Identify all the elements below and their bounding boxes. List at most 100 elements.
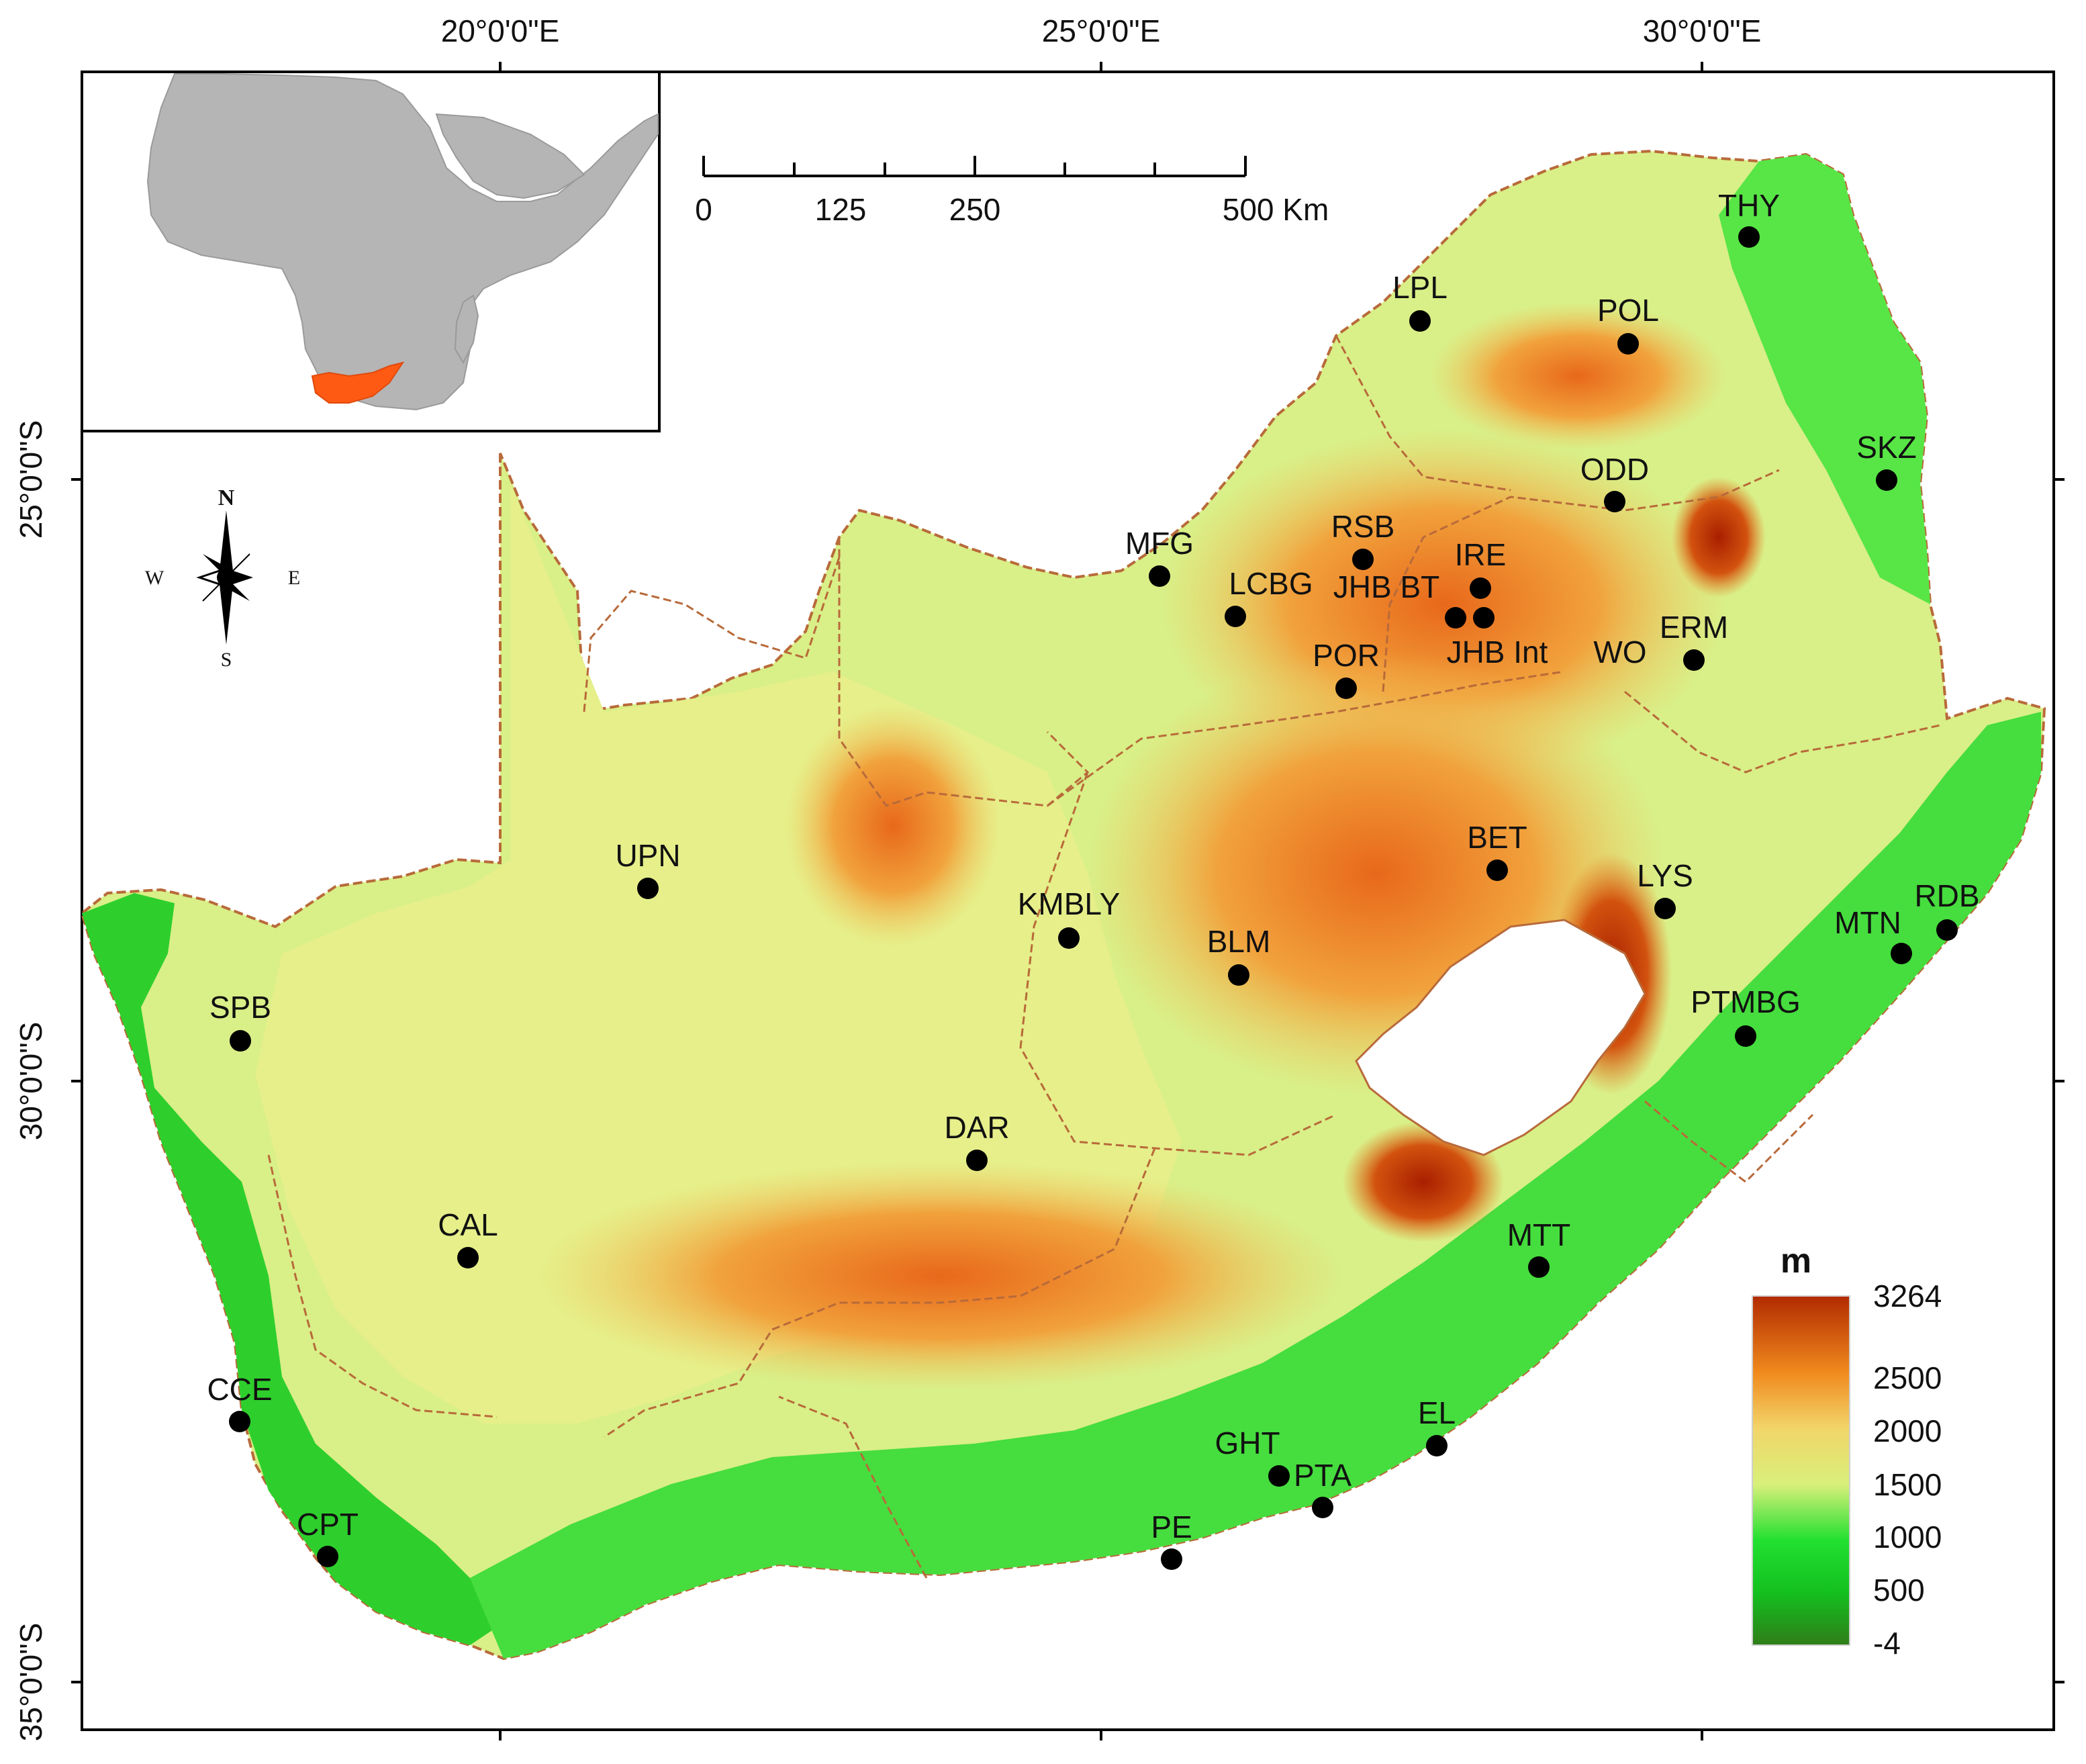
site-marker-cce [229, 1411, 250, 1432]
site-label-thy: THY [1718, 188, 1780, 223]
latitude-label-25s: 25°0'0"S [13, 420, 48, 539]
site-label-skz: SKZ [1856, 430, 1916, 465]
site-label-upn: UPN [615, 838, 680, 873]
africa-landmass [146, 73, 659, 411]
site-label-ire: IRE [1455, 537, 1507, 572]
limpopo-highland [1430, 302, 1725, 450]
site-marker-jhb-bt [1445, 607, 1466, 629]
site-label-pta: PTA [1294, 1458, 1352, 1493]
site-label-erm: ERM [1660, 610, 1728, 645]
site-marker-thy [1738, 226, 1760, 248]
site-marker-rdb [1936, 919, 1958, 941]
south-label: S [221, 649, 232, 671]
lowveld-lowland [1719, 154, 1930, 604]
site-marker-pe [1161, 1548, 1182, 1570]
site-marker-el [1426, 1435, 1448, 1456]
scale-tick-500: 500 Km [1223, 192, 1329, 227]
site-label-kmbly: KMBLY [1018, 886, 1121, 921]
site-label-blm: BLM [1207, 924, 1271, 959]
site-label-cpt: CPT [297, 1507, 359, 1542]
site-label-por: POR [1313, 638, 1380, 673]
madagascar [454, 294, 479, 365]
site-marker-ptmbg [1735, 1025, 1756, 1047]
west-coast-lowland [82, 893, 510, 1645]
site-label-pol: POL [1597, 293, 1659, 328]
graticule-ticks [71, 62, 2065, 1740]
site-label-lpl: LPL [1392, 270, 1448, 305]
site-label-el: EL [1418, 1395, 1456, 1430]
site-marker-cal [457, 1247, 479, 1268]
site-marker-odd [1604, 491, 1625, 512]
scale-tick-125: 125 [815, 192, 867, 227]
lesotho-enclave [1355, 919, 1646, 1156]
site-label-bet: BET [1467, 820, 1527, 855]
site-marker-erm [1683, 649, 1705, 671]
site-marker-skz [1876, 469, 1897, 491]
north-label: N [218, 485, 235, 510]
provincial-borders [267, 335, 1941, 1579]
site-marker-dar [966, 1150, 988, 1171]
site-label-cal: CAL [438, 1207, 497, 1242]
legend-label-neg4: -4 [1873, 1626, 1901, 1661]
site-label-spb: SPB [209, 990, 271, 1025]
site-label-rsb: RSB [1331, 509, 1395, 544]
legend-colorbar [1752, 1295, 1850, 1646]
arabian-peninsula [435, 113, 585, 199]
west-label: W [145, 567, 164, 589]
site-label-lys: LYS [1637, 858, 1693, 893]
site-label-jhb-bt: JHB BT [1333, 569, 1439, 604]
legend-title: m [1781, 1242, 1811, 1281]
scale-tick-0: 0 [695, 192, 712, 227]
east-label: E [288, 567, 300, 589]
site-marker-ire [1470, 577, 1491, 599]
site-marker-lcbg [1225, 606, 1246, 627]
site-label-rdb: RDB [1914, 878, 1979, 913]
site-markers: THY LPL POL SKZ ODD RSB MFG IRE LCBG JHB… [207, 188, 1980, 1570]
site-marker-bet [1486, 860, 1508, 881]
drakensberg-south [1343, 1121, 1504, 1242]
legend-label-2500: 2500 [1873, 1360, 1942, 1395]
site-marker-por [1335, 678, 1357, 699]
site-marker-spb [230, 1030, 251, 1052]
site-marker-kmbly [1058, 927, 1080, 949]
site-marker-lpl [1409, 310, 1431, 332]
great-escarpment-karoo [537, 1162, 1343, 1390]
site-label-mtt: MTT [1507, 1217, 1571, 1252]
africa-inset-map [81, 71, 661, 432]
south-coast-lowland [470, 712, 2041, 1659]
site-marker-mfg [1149, 565, 1170, 587]
site-label-dar: DAR [944, 1110, 1009, 1145]
latitude-label-35s: 35°0'0"S [13, 1623, 48, 1742]
site-marker-lys [1654, 898, 1676, 919]
south-africa-elevation-map [80, 149, 2046, 1661]
scale-bar [702, 156, 1247, 177]
site-label-mtn: MTN [1834, 905, 1901, 940]
legend-label-1500: 1500 [1873, 1467, 1942, 1502]
site-marker-pol [1617, 333, 1639, 355]
site-label-mfg: MFG [1125, 526, 1194, 561]
south-africa-highlight [311, 361, 405, 404]
site-marker-ght [1268, 1465, 1290, 1487]
site-label-jhb-int: JHB Int [1447, 635, 1548, 669]
site-marker-upn [637, 878, 659, 899]
legend-label-2000: 2000 [1873, 1413, 1942, 1448]
latitude-label-30s: 30°0'0"S [13, 1022, 48, 1141]
site-marker-blm [1228, 964, 1249, 986]
legend-label-1000: 1000 [1873, 1520, 1942, 1554]
northern-cape-highland [786, 705, 1000, 947]
site-marker-mtt [1528, 1256, 1550, 1278]
legend-label-3264: 3264 [1873, 1279, 1942, 1313]
north-arrow-icon [196, 510, 253, 645]
longitude-label-20e: 20°0'0"E [441, 13, 560, 48]
site-marker-jhb-int [1473, 607, 1495, 629]
site-label-wo: WO [1593, 635, 1646, 669]
site-label-pe: PE [1151, 1510, 1192, 1544]
site-marker-mtn [1891, 943, 1912, 964]
scale-tick-250: 250 [949, 192, 1001, 227]
site-marker-rsb [1352, 549, 1374, 570]
longitude-label-25e: 25°0'0"E [1042, 13, 1161, 48]
site-label-odd: ODD [1580, 452, 1649, 487]
site-marker-pta [1312, 1497, 1333, 1518]
site-label-ght: GHT [1215, 1426, 1280, 1460]
